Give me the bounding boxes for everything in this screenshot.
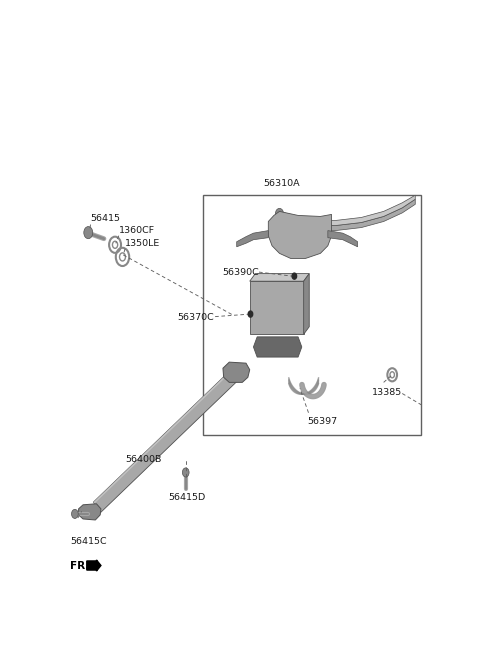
Polygon shape — [268, 212, 332, 258]
Circle shape — [84, 227, 93, 238]
Circle shape — [248, 311, 252, 317]
Polygon shape — [79, 504, 101, 520]
Circle shape — [182, 468, 189, 477]
Polygon shape — [304, 273, 309, 334]
Polygon shape — [237, 231, 268, 247]
Text: 1350LE: 1350LE — [125, 238, 160, 248]
Text: 56310A: 56310A — [263, 179, 300, 188]
Text: 56400B: 56400B — [125, 455, 161, 464]
Text: 56415D: 56415D — [168, 493, 205, 502]
Polygon shape — [250, 273, 309, 281]
Circle shape — [72, 509, 78, 518]
Text: 13385: 13385 — [372, 388, 402, 397]
Polygon shape — [250, 281, 304, 334]
Polygon shape — [279, 199, 415, 231]
Polygon shape — [223, 362, 250, 382]
Text: 56390C: 56390C — [222, 267, 259, 277]
Text: 56415: 56415 — [91, 214, 120, 223]
Text: 1360CF: 1360CF — [119, 225, 155, 235]
Circle shape — [292, 273, 297, 279]
Polygon shape — [94, 369, 233, 504]
Bar — [203, 195, 421, 436]
Polygon shape — [279, 195, 415, 225]
Text: 56415C: 56415C — [71, 537, 107, 546]
Ellipse shape — [276, 208, 284, 219]
FancyArrow shape — [87, 560, 101, 571]
Text: FR.: FR. — [71, 560, 90, 570]
Text: 56370C: 56370C — [178, 313, 215, 322]
Text: 56397: 56397 — [307, 417, 337, 426]
Polygon shape — [328, 231, 358, 247]
Polygon shape — [253, 337, 302, 357]
Polygon shape — [94, 369, 238, 514]
